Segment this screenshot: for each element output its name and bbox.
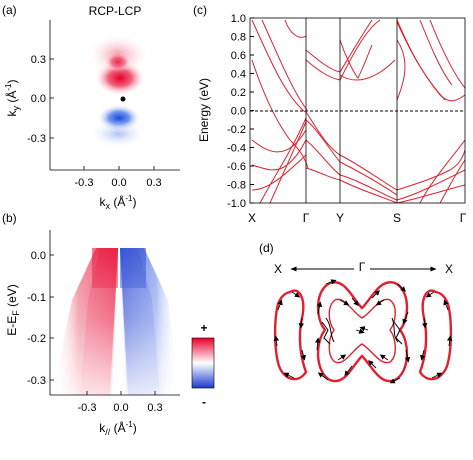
- panel-a-gamma-dot: [120, 96, 126, 102]
- panel-d-left-label: X: [274, 262, 282, 276]
- panel-d: (d) X Γ X: [259, 241, 453, 384]
- kpoint-label: X: [248, 211, 256, 225]
- panel-b-ytick: 0.0: [31, 250, 46, 262]
- panel-c-bands: [251, 19, 465, 203]
- panel-b-ytick: -0.3: [27, 375, 46, 387]
- colorbar-minus-label: -: [202, 395, 206, 409]
- panel-c-ytick: 0.4: [231, 69, 246, 81]
- panel-a-xlabel: kx (Å-1): [100, 194, 137, 211]
- panel-c-ytick: 0.8: [231, 32, 246, 44]
- panel-c-ytick: -0.2: [227, 124, 246, 136]
- colorbar-gradient: [191, 337, 215, 389]
- panel-c-ytick: 0.2: [231, 87, 246, 99]
- panel-c-ytick: 1.0: [231, 13, 246, 25]
- panel-a-ytick: 0.0: [31, 93, 46, 105]
- kpoint-label: Γ: [460, 211, 467, 225]
- panel-c-kpoint-lines: [305, 18, 398, 203]
- panel-a-xtick: 0.0: [111, 177, 126, 189]
- panel-a: (a) RCP-LCP -0.3 0.0 0.3 0.3 0.0: [2, 3, 180, 211]
- panel-c-ylabel: Energy (eV): [197, 78, 211, 142]
- panel-b-label: (b): [2, 211, 17, 225]
- panel-c-ytick: -0.4: [227, 143, 246, 155]
- panel-a-label: (a): [2, 3, 17, 17]
- panel-a-xtick: 0.3: [146, 177, 161, 189]
- panel-b-xtick: 0.0: [113, 402, 128, 414]
- panel-c-axes: 1.0 0.8 0.6 0.4 0.2 0.0 -0.2 -0.4 -0.6 -…: [227, 13, 466, 210]
- panel-d-inner-texture: [321, 317, 403, 345]
- panel-a-map: [86, 33, 150, 148]
- panel-a-ylabel: ky (Å-1): [4, 80, 21, 117]
- panel-b: (b) -0.3 0.0 0.3 0.: [2, 211, 215, 437]
- panel-c-ytick: -0.8: [227, 180, 246, 192]
- panel-a-ytick: 0.3: [31, 54, 46, 66]
- kpoint-label: S: [393, 211, 401, 225]
- panel-b-xtick: 0.3: [147, 402, 162, 414]
- panel-b-xtick: -0.3: [78, 402, 97, 414]
- panel-a-axes: -0.3 0.0 0.3 0.3 0.0 -0.3: [27, 20, 180, 189]
- panel-a-ytick: -0.3: [27, 133, 46, 145]
- panel-b-xlabel: k// (Å-1): [99, 420, 136, 437]
- panel-c-ytick: -0.6: [227, 161, 246, 173]
- panel-b-axes: -0.3 0.0 0.3 0.0 -0.1 -0.2 -0.3: [27, 230, 180, 414]
- panel-b-ytick: -0.1: [27, 292, 46, 304]
- panel-c-ytick: 0.6: [231, 50, 246, 62]
- panel-c-kpoint-labels: X Γ Y S Γ: [248, 211, 467, 225]
- kpoint-label: Y: [336, 211, 344, 225]
- panel-b-ylabel: E-EF (eV): [5, 284, 21, 336]
- panel-d-spin-arrows: [273, 279, 453, 384]
- panel-b-ytick: -0.2: [27, 333, 46, 345]
- panel-c-ytick: -1.0: [227, 198, 246, 210]
- panel-b-colorbar: + -: [191, 321, 215, 409]
- panel-d-center-label: Γ: [359, 260, 366, 274]
- panel-d-right-label: X: [445, 262, 453, 276]
- panel-a-title: RCP-LCP: [89, 4, 142, 18]
- panel-c: (c): [193, 3, 467, 225]
- panel-c-label: (c): [193, 3, 207, 17]
- panel-d-label: (d): [259, 241, 274, 255]
- kpoint-label: Γ: [303, 211, 310, 225]
- panel-d-k-axis: X Γ X: [274, 260, 453, 276]
- panel-d-contours: [273, 281, 453, 383]
- panel-b-spectrum: [50, 230, 180, 395]
- colorbar-plus-label: +: [200, 321, 207, 335]
- panel-c-ytick: 0.0: [231, 106, 246, 118]
- panel-a-xtick: -0.3: [75, 177, 94, 189]
